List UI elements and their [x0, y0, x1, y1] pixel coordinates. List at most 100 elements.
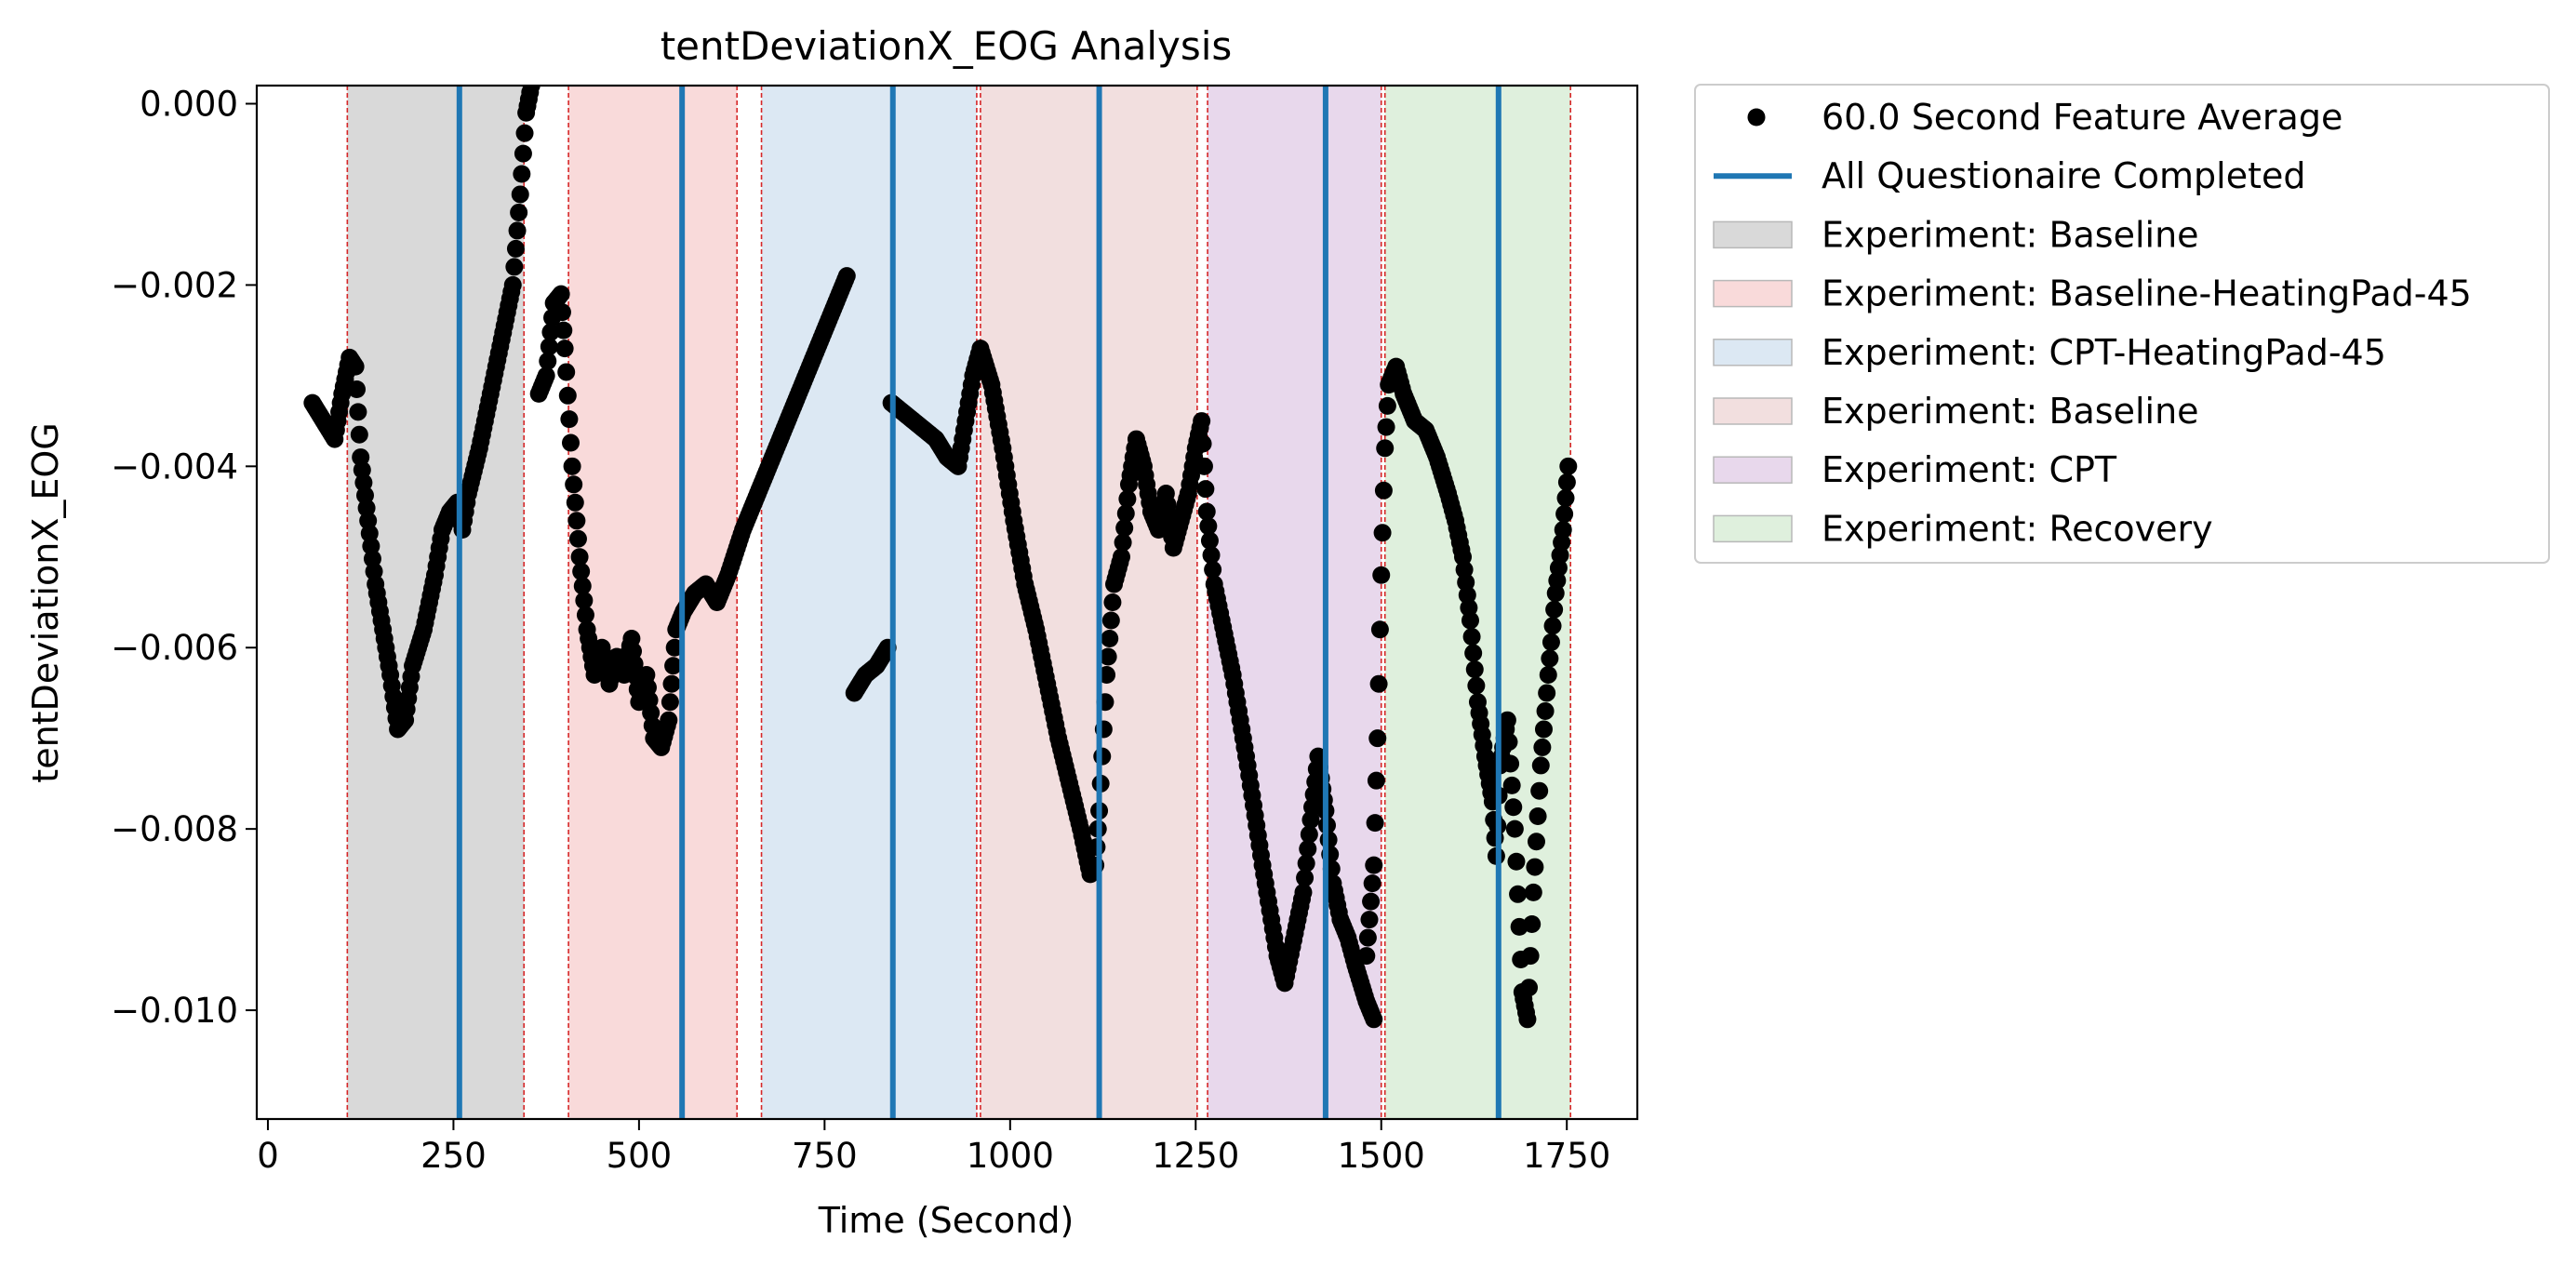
data-point [1297, 854, 1315, 873]
data-point [1114, 533, 1132, 552]
data-point [552, 285, 570, 303]
y-tick-label: −0.004 [111, 446, 238, 486]
legend-label: All Questionaire Completed [1822, 155, 2306, 196]
data-point [563, 457, 581, 475]
data-point [1500, 733, 1518, 752]
data-point [661, 693, 679, 712]
data-point [510, 203, 528, 221]
data-point [1360, 911, 1379, 929]
data-point [1103, 593, 1122, 611]
data-point [1539, 665, 1557, 684]
data-point [1526, 858, 1544, 876]
legend-patch [1713, 397, 1793, 425]
y-tick-label: −0.008 [111, 809, 238, 849]
data-point [555, 340, 574, 358]
data-point [1521, 947, 1540, 966]
data-point [1196, 480, 1215, 499]
data-point [566, 493, 584, 512]
data-point [1366, 814, 1384, 833]
data-point [1545, 600, 1564, 619]
x-tick-label: 0 [257, 1136, 279, 1176]
x-tick-label: 1000 [967, 1136, 1054, 1176]
data-point [350, 425, 368, 444]
data-point [348, 380, 367, 398]
legend-label: Experiment: CPT-HeatingPad-45 [1822, 332, 2386, 373]
data-point [1115, 519, 1134, 538]
data-point [837, 267, 856, 286]
data-point [1543, 617, 1562, 635]
data-point [1465, 660, 1484, 679]
data-point [560, 410, 579, 429]
data-point [1557, 473, 1576, 491]
y-tick-label: 0.000 [140, 84, 238, 124]
legend-label: Experiment: Baseline [1822, 214, 2199, 255]
data-point [1462, 628, 1481, 646]
data-point [505, 258, 524, 276]
data-point [1116, 504, 1135, 523]
data-point [1376, 439, 1395, 458]
data-point [514, 144, 532, 163]
data-point [1363, 874, 1381, 893]
data-point [1554, 521, 1572, 540]
legend-label: 60.0 Second Feature Average [1822, 97, 2342, 138]
data-point [1373, 524, 1392, 542]
data-point [513, 165, 531, 183]
data-point [1300, 825, 1318, 844]
data-point [665, 638, 684, 657]
legend-patch [1713, 339, 1793, 366]
data-point [1461, 611, 1479, 630]
data-point [572, 562, 591, 580]
data-point [575, 592, 594, 610]
data-point [558, 386, 577, 405]
chart-title: tentDeviationX_EOG Analysis [661, 23, 1233, 69]
y-tick-label: −0.006 [111, 628, 238, 668]
data-point [1358, 928, 1377, 947]
phase-band [761, 86, 977, 1119]
legend-frame [1694, 84, 2550, 564]
data-point [1194, 434, 1212, 453]
data-point [1378, 396, 1396, 415]
data-point [1505, 820, 1524, 838]
x-tick-label: 1250 [1152, 1136, 1239, 1176]
data-point [1520, 979, 1539, 997]
questionnaire-lines [456, 86, 1502, 1119]
data-point [1559, 457, 1578, 475]
legend-label: Experiment: Baseline [1822, 391, 2199, 432]
legend-label: Experiment: CPT [1822, 449, 2117, 490]
data-point [1556, 488, 1575, 507]
data-point [1464, 644, 1483, 662]
data-point [1112, 548, 1130, 566]
data-point [539, 352, 557, 370]
data-point [1093, 747, 1112, 766]
data-point [1367, 771, 1385, 790]
data-point [1377, 418, 1395, 436]
data-point [1542, 633, 1560, 651]
data-point [1504, 798, 1523, 817]
data-point [565, 475, 583, 494]
data-point [503, 275, 522, 294]
data-point [567, 512, 586, 530]
data-point [1530, 781, 1549, 800]
data-point [508, 221, 527, 240]
y-axis-ticks: 0.000 −0.002 −0.004 −0.006 −0.008 −0.010 [111, 84, 257, 1031]
data-point [1518, 1010, 1537, 1029]
data-point [515, 124, 534, 142]
data-point [1467, 676, 1486, 695]
data-point [1498, 711, 1516, 729]
data-point [1365, 1010, 1383, 1029]
data-point [1523, 914, 1542, 933]
data-point [570, 548, 589, 566]
phase-band [980, 86, 1197, 1119]
plot-frame [255, 84, 1639, 1121]
data-point [1365, 856, 1383, 874]
data-point [1197, 502, 1216, 521]
data-point [1199, 517, 1218, 536]
x-tick-label: 1750 [1523, 1136, 1610, 1176]
data-point [1502, 754, 1520, 773]
data-point [1202, 546, 1221, 565]
data-point [662, 674, 681, 693]
phase-band [1384, 86, 1571, 1119]
data-point [1294, 883, 1313, 901]
data-point [1372, 566, 1391, 584]
